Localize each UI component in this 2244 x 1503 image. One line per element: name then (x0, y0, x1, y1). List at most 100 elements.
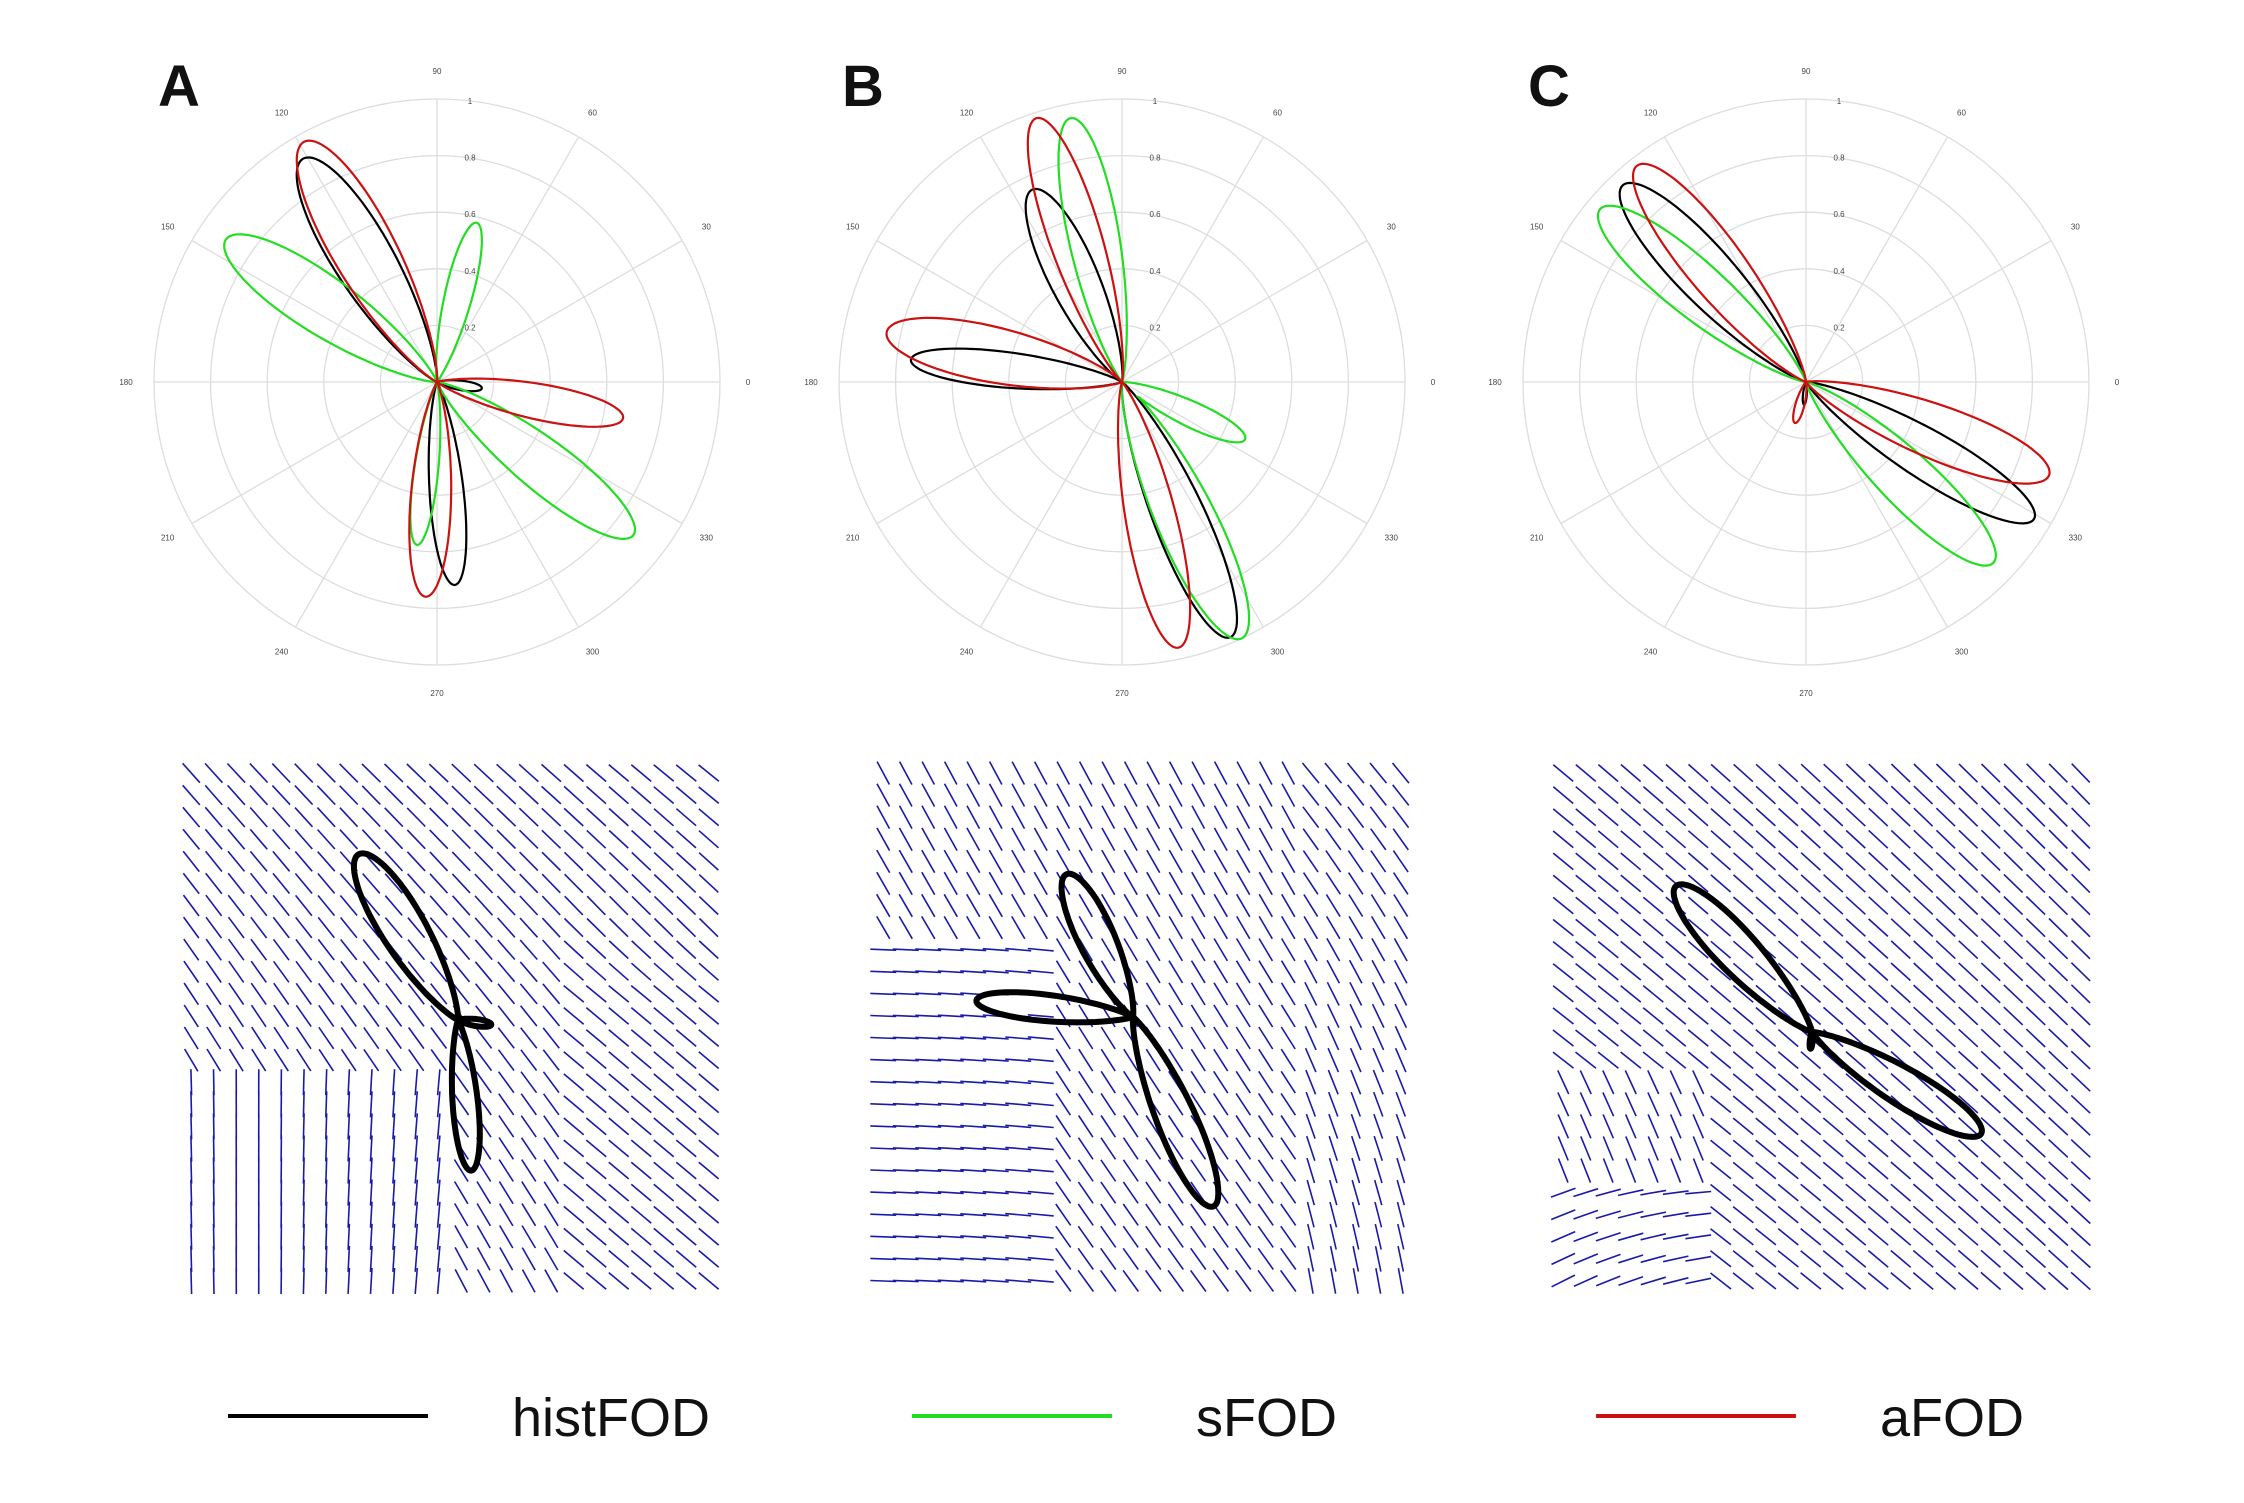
field-vector (2070, 895, 2091, 916)
field-vector (2048, 763, 2068, 783)
field-vector (1732, 1095, 1754, 1114)
angle-tick-label: 120 (275, 109, 289, 118)
field-vector (960, 1279, 987, 1283)
field-vector (1550, 1209, 1576, 1221)
field-vector (1935, 1183, 1957, 1202)
field-vector (453, 1071, 470, 1094)
field-vector (212, 1245, 215, 1272)
field-vector (1620, 808, 1642, 827)
field-vector (436, 1179, 441, 1206)
field-vector (2048, 1227, 2069, 1247)
field-vector (1958, 918, 1979, 938)
field-vector (1550, 1187, 1576, 1198)
field-vector (205, 916, 223, 939)
field-vector (1122, 1115, 1139, 1138)
field-vector (608, 851, 629, 871)
field-vector (317, 982, 335, 1005)
field-vector (1913, 851, 1934, 871)
field-vector (630, 1271, 652, 1290)
field-vector (414, 1135, 419, 1162)
field-vector (698, 830, 720, 849)
field-vector (340, 982, 358, 1005)
field-vector (1777, 1051, 1799, 1070)
field-vector (1078, 1026, 1094, 1050)
field-vector (1235, 1225, 1252, 1248)
field-vector (1236, 893, 1251, 918)
field-vector (698, 1051, 720, 1070)
field-vector (1327, 1025, 1340, 1051)
field-vector (1347, 828, 1364, 851)
field-vector (1980, 1094, 2001, 1114)
field-vector (630, 764, 652, 783)
field-vector (498, 1203, 514, 1227)
series-curve-afod (295, 139, 625, 598)
field-vector (1980, 785, 2001, 805)
field-vector (1935, 1006, 1956, 1026)
field-vector (1912, 1271, 1934, 1291)
field-vector (250, 982, 267, 1006)
field-vector (1123, 915, 1138, 940)
field-vector (2003, 962, 2024, 982)
field-vector (1123, 1070, 1139, 1094)
field-vector (1005, 1102, 1032, 1107)
field-vector (384, 851, 404, 872)
field-vector (1351, 1179, 1361, 1206)
field-vector (870, 1036, 897, 1040)
field-vector (1823, 785, 1844, 805)
field-vector (1122, 1181, 1139, 1204)
field-vector (1190, 1159, 1207, 1182)
field-vector (369, 1223, 373, 1250)
field-vector (2048, 1116, 2069, 1136)
field-vector (190, 1223, 193, 1250)
field-vector (497, 961, 516, 983)
field-vector (1732, 1205, 1754, 1224)
field-vector (519, 851, 539, 872)
field-vector (182, 894, 200, 917)
polar-plots: 03060901201501802102402703003300.20.40.6… (119, 67, 2119, 698)
field-vector (1257, 1137, 1274, 1160)
field-vector (1027, 1168, 1054, 1173)
field-vector (1755, 852, 1777, 871)
field-vector (631, 829, 652, 849)
field-vector (1349, 981, 1363, 1006)
field-vector (1687, 852, 1709, 871)
field-vector (966, 915, 981, 940)
field-vector (1710, 940, 1732, 959)
field-vector (943, 783, 958, 807)
field-vector (1822, 1117, 1844, 1136)
field-vector (212, 1091, 215, 1118)
field-vector (1687, 940, 1709, 959)
field-vector (1350, 1091, 1362, 1117)
field-vector (272, 806, 291, 828)
field-vector (406, 807, 426, 828)
field-vector (892, 1014, 919, 1018)
field-vector (1845, 1161, 1867, 1180)
field-vector (1890, 1073, 1912, 1092)
field-vector (1913, 1050, 1934, 1070)
field-vector (1329, 1223, 1337, 1250)
field-vector (1078, 960, 1094, 984)
field-vector (988, 827, 1003, 851)
field-vector (1235, 1004, 1251, 1028)
field-vector (2002, 1271, 2024, 1291)
field-vector (521, 1159, 537, 1182)
field-vector (1055, 1225, 1072, 1248)
field-vector (915, 992, 942, 996)
field-vector (2002, 1227, 2024, 1246)
field-vector (870, 1103, 897, 1106)
field-vector (1800, 829, 1821, 849)
field-vector (339, 916, 358, 939)
field-vector (698, 1161, 720, 1180)
field-vector (302, 1201, 305, 1228)
field-vector (1033, 893, 1048, 918)
field-vector (675, 1205, 697, 1224)
field-vector (474, 917, 493, 938)
field-vector (1642, 785, 1664, 805)
field-vector (1597, 962, 1619, 981)
field-vector (272, 938, 290, 961)
field-vector (943, 761, 958, 785)
field-vector (698, 962, 720, 981)
field-vector (563, 1139, 585, 1158)
field-vector (1056, 761, 1071, 785)
field-vector (1122, 1269, 1140, 1292)
